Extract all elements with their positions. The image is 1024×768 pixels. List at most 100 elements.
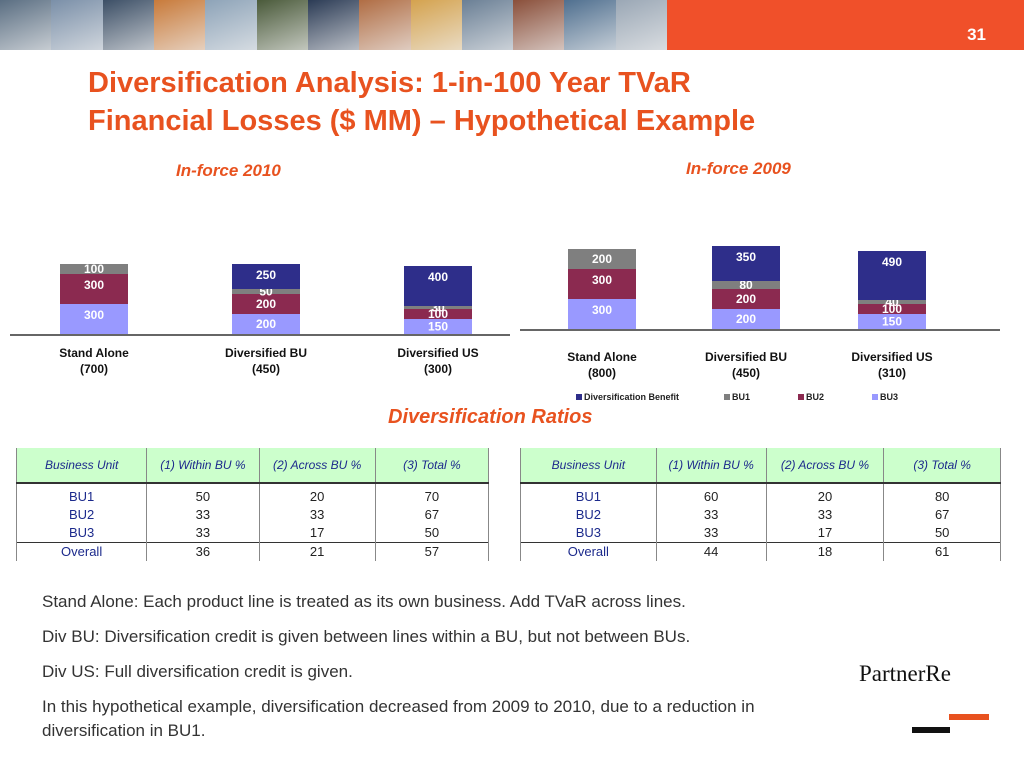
- across-bu-cell: 18: [765, 542, 884, 561]
- within-bu-cell: 50: [146, 483, 260, 506]
- logo-black-bar: [912, 727, 950, 733]
- data-label: 300: [592, 273, 612, 287]
- category-total: (450): [731, 366, 760, 380]
- category-label: Diversified BU (450): [676, 349, 816, 381]
- bar-segment-bu2: [60, 274, 128, 304]
- total-cell: 67: [883, 506, 1001, 524]
- total-cell: 70: [374, 483, 490, 506]
- table-row: BU2 33 33 67: [520, 506, 1001, 524]
- across-bu-cell: 17: [765, 524, 884, 543]
- bar-segment-bu1: [232, 289, 300, 294]
- within-bu-cell: 33: [146, 506, 260, 524]
- slide-title: Diversification Analysis: 1-in-100 Year …: [88, 64, 848, 140]
- top-banner: 31: [0, 0, 1024, 50]
- business-unit-cell: BU1: [520, 483, 657, 506]
- within-bu-cell: 33: [146, 524, 260, 543]
- bar-segment-bu2: [404, 309, 472, 319]
- legend-label: BU3: [880, 392, 899, 402]
- across-bu-cell: 33: [765, 506, 884, 524]
- bar-segment-bu1: [712, 281, 780, 289]
- legend-swatch: [798, 394, 804, 400]
- total-cell: 57: [374, 542, 490, 561]
- bar-segment-bu1: [858, 300, 926, 304]
- bar-segment-bu2: [858, 304, 926, 314]
- within-bu-cell: 33: [655, 524, 767, 543]
- header-across-bu: (2) Across BU %: [258, 448, 376, 484]
- note-div-bu: Div BU: Diversification credit is given …: [42, 627, 691, 646]
- across-bu-cell: 21: [258, 542, 376, 561]
- total-cell: 50: [374, 524, 490, 543]
- slide-title-line-2: Financial Losses ($ MM) – Hypothetical E…: [88, 105, 756, 137]
- header-business-unit: Business Unit: [15, 448, 147, 484]
- note-div-us: Div US: Full diversification credit is g…: [42, 662, 353, 681]
- inforce-2009-heading: In-force 2009: [686, 159, 791, 178]
- across-bu-cell: 20: [765, 483, 884, 506]
- data-label: 490: [882, 255, 902, 269]
- within-bu-cell: 44: [655, 542, 767, 561]
- bar-segment-bu3: [712, 309, 780, 329]
- total-cell: 67: [374, 506, 490, 524]
- header-total: (3) Total %: [883, 448, 1001, 484]
- chart-legend: Diversification Benefit BU1 BU2 BU3: [576, 392, 936, 404]
- category-label: Stand Alone (800): [532, 349, 672, 381]
- total-cell: 80: [883, 483, 1001, 506]
- header-photo: [410, 0, 462, 50]
- data-label: 250: [256, 268, 276, 282]
- table-row-overall: Overall 36 21 57: [15, 542, 490, 561]
- data-label: 400: [428, 270, 448, 284]
- legend-label: BU1: [732, 392, 751, 402]
- bar-segment-bu2: [712, 289, 780, 309]
- header-photo: [205, 0, 257, 50]
- table-row: BU3 33 17 50: [15, 524, 490, 543]
- legend-item: Diversification Benefit: [576, 392, 679, 402]
- data-label: 100: [84, 262, 104, 276]
- table-header-row: Business Unit (1) Within BU % (2) Across…: [15, 448, 490, 484]
- header-business-unit: Business Unit: [520, 448, 657, 484]
- category-total: (310): [877, 366, 906, 380]
- category-name: Diversified US: [851, 350, 933, 364]
- bar-segment-bu3: [232, 314, 300, 334]
- across-bu-cell: 17: [258, 524, 376, 543]
- data-label: 200: [736, 312, 756, 326]
- explanatory-notes: Stand Alone: Each product line is treate…: [42, 590, 832, 754]
- category-name: Diversified BU: [224, 346, 308, 360]
- across-bu-cell: 33: [258, 506, 376, 524]
- category-name: Diversified US: [397, 346, 479, 360]
- legend-label: Diversification Benefit: [584, 392, 680, 402]
- header-photo: [102, 0, 154, 50]
- header-photo: [0, 0, 52, 50]
- table-row: BU2 33 33 67: [15, 506, 490, 524]
- inforce-2010-heading: In-force 2010: [176, 161, 281, 180]
- header-photo: [51, 0, 103, 50]
- bar-segment-bu3: [404, 319, 472, 334]
- header-photo: [513, 0, 565, 50]
- legend-label: BU2: [806, 392, 825, 402]
- data-label: 300: [592, 303, 612, 317]
- category-total: (700): [79, 362, 108, 376]
- total-cell: 61: [883, 542, 1001, 561]
- ratios-table-2010: Business Unit (1) Within BU % (2) Across…: [15, 448, 490, 561]
- page-number-box: 31: [667, 0, 1024, 50]
- bar-segment-bu1: [568, 249, 636, 269]
- slide-title-line-1: Diversification Analysis: 1-in-100 Year …: [88, 67, 691, 99]
- business-unit-cell: BU1: [15, 483, 147, 506]
- category-label: Diversified US (310): [822, 349, 962, 381]
- data-label: 200: [256, 317, 276, 331]
- bar-segment-bu3: [858, 314, 926, 329]
- bar-segment-diversification-benefit: [404, 266, 472, 306]
- partnerre-logo: PartnerRe: [859, 661, 951, 686]
- stacked-bar-chart: 3003001002002005025015010030400300300200…: [10, 246, 1000, 336]
- bar-segment-bu1: [60, 264, 128, 274]
- total-cell: 50: [883, 524, 1001, 543]
- category-label: Diversified BU (450): [196, 345, 336, 377]
- header-within-bu: (1) Within BU %: [655, 448, 767, 484]
- within-bu-cell: 60: [655, 483, 767, 506]
- bar-segment-bu1: [404, 306, 472, 309]
- bar-segment-diversification-benefit: [232, 264, 300, 289]
- data-label: 350: [736, 250, 756, 264]
- header-photo: [564, 0, 616, 50]
- business-unit-cell: BU2: [15, 506, 147, 524]
- data-label: 200: [256, 297, 276, 311]
- header-photo: [461, 0, 514, 50]
- business-unit-cell: Overall: [520, 542, 657, 561]
